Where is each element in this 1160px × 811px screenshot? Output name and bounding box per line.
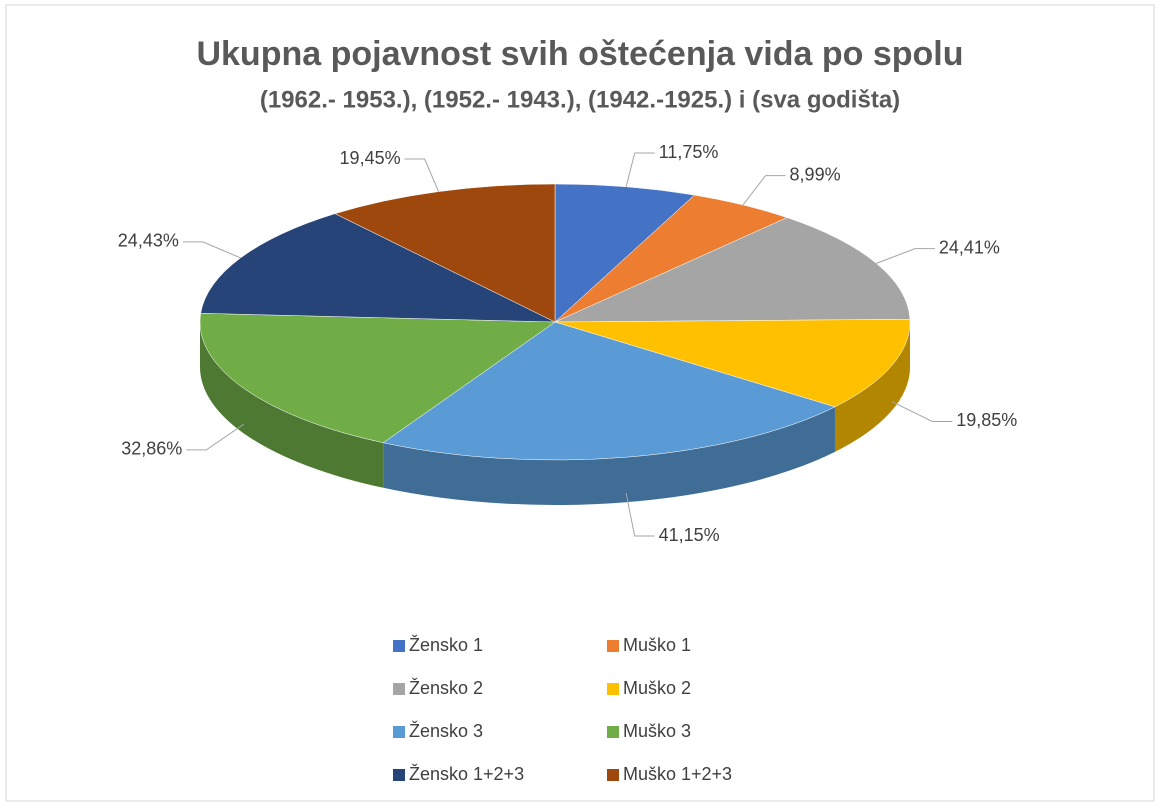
slice — [200, 213, 556, 323]
legend-label: Muško 2 — [623, 678, 691, 698]
legend-swatch — [607, 726, 619, 738]
slice — [382, 321, 836, 461]
legend-label: Žensko 1 — [409, 635, 483, 655]
slice — [554, 217, 911, 323]
leader-line — [742, 175, 786, 206]
legend-swatch — [393, 683, 405, 695]
slice — [334, 183, 556, 323]
slice-side — [383, 406, 835, 506]
leader-line — [625, 493, 655, 537]
leader-line — [182, 241, 241, 259]
legend-swatch — [607, 683, 619, 695]
data-label: 32,86% — [121, 439, 182, 459]
data-label: 41,15% — [659, 525, 720, 545]
data-label: 8,99% — [790, 164, 841, 184]
data-label: 19,85% — [956, 410, 1017, 430]
leader-line — [876, 248, 935, 264]
legend-swatch — [607, 769, 619, 781]
legend-swatch — [393, 726, 405, 738]
chart-subtitle: (1962.- 1953.), (1952.- 1943.), (1942.-1… — [260, 86, 900, 113]
data-label: 24,41% — [939, 237, 1000, 257]
slice — [199, 313, 556, 444]
slice — [554, 319, 911, 408]
slice — [554, 183, 695, 323]
slice-side — [199, 322, 384, 488]
legend-label: Žensko 3 — [409, 721, 483, 741]
legend-label: Muško 3 — [623, 721, 691, 741]
legend-label: Muško 1+2+3 — [623, 764, 732, 784]
data-label: 11,75% — [659, 142, 719, 162]
legend-swatch — [393, 769, 405, 781]
legend-label: Žensko 1+2+3 — [409, 764, 524, 784]
leader-line — [186, 423, 244, 451]
slice-side — [834, 322, 910, 452]
leader-line — [404, 158, 440, 192]
leader-line — [625, 152, 655, 187]
legend-swatch — [607, 640, 619, 652]
leader-line — [891, 401, 953, 422]
legend-swatch — [393, 640, 405, 652]
legend-label: Muško 1 — [623, 635, 691, 655]
data-label: 24,43% — [118, 231, 179, 251]
chart-title: Ukupna pojavnost svih oštećenja vida po … — [196, 35, 963, 73]
data-label: 19,45% — [340, 148, 401, 168]
legend-label: Žensko 2 — [409, 678, 483, 698]
